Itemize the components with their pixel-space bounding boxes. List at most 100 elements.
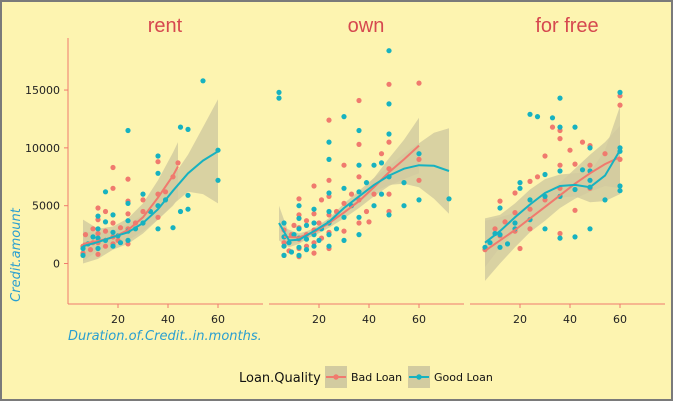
confidence-ribbon-good-loan xyxy=(279,128,449,248)
data-point xyxy=(557,168,563,174)
data-point xyxy=(110,220,116,226)
facet-title-rent: rent xyxy=(148,15,183,37)
data-point xyxy=(356,127,362,134)
data-point xyxy=(276,89,282,95)
data-point xyxy=(542,226,548,232)
data-point xyxy=(371,191,377,197)
data-point xyxy=(572,207,578,213)
data-point xyxy=(296,196,302,202)
data-point xyxy=(185,206,191,212)
data-point xyxy=(162,189,169,195)
y-tick-label: 15000 xyxy=(25,84,60,97)
data-point xyxy=(318,197,325,203)
data-point xyxy=(185,192,191,198)
data-point xyxy=(155,153,161,159)
smooth-line-bad-loan xyxy=(484,156,621,252)
data-point xyxy=(587,145,593,151)
data-point xyxy=(281,252,287,258)
data-point xyxy=(185,126,191,132)
data-point xyxy=(125,127,131,134)
data-point xyxy=(155,226,161,232)
data-point xyxy=(378,191,385,197)
data-point xyxy=(341,185,347,191)
facet-title-for-free: for free xyxy=(535,15,598,37)
data-point xyxy=(95,235,101,241)
data-point xyxy=(587,226,593,232)
facet-panels xyxy=(68,48,665,305)
data-point xyxy=(487,240,493,246)
data-point xyxy=(90,234,96,240)
data-point xyxy=(579,139,586,145)
data-point xyxy=(356,232,362,238)
data-point xyxy=(517,180,523,186)
data-point xyxy=(303,236,310,242)
data-point xyxy=(326,156,332,162)
data-point xyxy=(386,81,392,87)
data-point xyxy=(291,232,297,238)
data-point xyxy=(502,219,508,225)
data-point xyxy=(311,220,317,226)
data-point xyxy=(125,211,131,217)
data-point xyxy=(296,244,302,250)
data-point xyxy=(534,114,541,120)
x-axis-title: Duration.of.Credit..in.months. xyxy=(68,329,262,344)
data-point xyxy=(110,229,116,235)
data-point xyxy=(587,177,593,183)
legend: Loan.Quality Bad Loan Good Loan xyxy=(239,366,493,388)
data-point xyxy=(125,218,131,224)
data-point xyxy=(557,124,563,130)
data-point xyxy=(82,232,89,238)
x-tick-label: 60 xyxy=(412,313,426,326)
x-tick-label: 40 xyxy=(161,313,175,326)
data-point xyxy=(177,208,184,215)
data-point xyxy=(527,111,533,117)
data-point xyxy=(572,161,578,167)
data-point xyxy=(110,243,116,249)
data-point xyxy=(416,151,422,157)
data-point xyxy=(286,240,292,246)
data-point xyxy=(512,190,518,196)
data-point xyxy=(557,230,563,237)
data-point xyxy=(296,252,302,258)
data-point xyxy=(527,206,533,212)
data-point xyxy=(356,174,362,180)
data-point xyxy=(95,213,101,219)
data-point xyxy=(276,95,282,101)
data-point xyxy=(356,189,362,195)
data-point xyxy=(567,147,573,153)
data-point xyxy=(341,237,347,243)
data-point xyxy=(155,159,161,165)
data-point xyxy=(579,167,586,173)
data-point xyxy=(446,196,452,202)
data-point xyxy=(303,247,310,253)
data-point xyxy=(497,244,503,250)
data-point xyxy=(401,180,407,186)
data-point xyxy=(102,219,109,225)
data-point xyxy=(311,183,317,189)
data-point xyxy=(110,212,116,218)
data-point xyxy=(482,244,488,250)
legend-title: Loan.Quality xyxy=(239,371,321,386)
data-point xyxy=(356,162,362,168)
data-point xyxy=(316,220,322,226)
legend-key-bad-loan-dot xyxy=(333,374,339,380)
data-point xyxy=(87,247,94,253)
data-point xyxy=(102,189,109,195)
data-point xyxy=(326,117,332,123)
data-point xyxy=(303,222,310,228)
data-point xyxy=(512,210,518,216)
data-point xyxy=(386,212,392,218)
data-point xyxy=(341,228,347,234)
data-point xyxy=(602,151,608,157)
data-point xyxy=(110,164,116,171)
data-point xyxy=(155,170,161,176)
x-tick-label: 40 xyxy=(362,313,376,326)
data-point xyxy=(363,180,370,186)
points-good-loan xyxy=(80,78,221,258)
panel-own xyxy=(269,48,464,305)
data-point xyxy=(386,139,392,145)
data-point xyxy=(80,245,86,252)
data-point xyxy=(527,178,533,184)
data-point xyxy=(371,203,377,209)
